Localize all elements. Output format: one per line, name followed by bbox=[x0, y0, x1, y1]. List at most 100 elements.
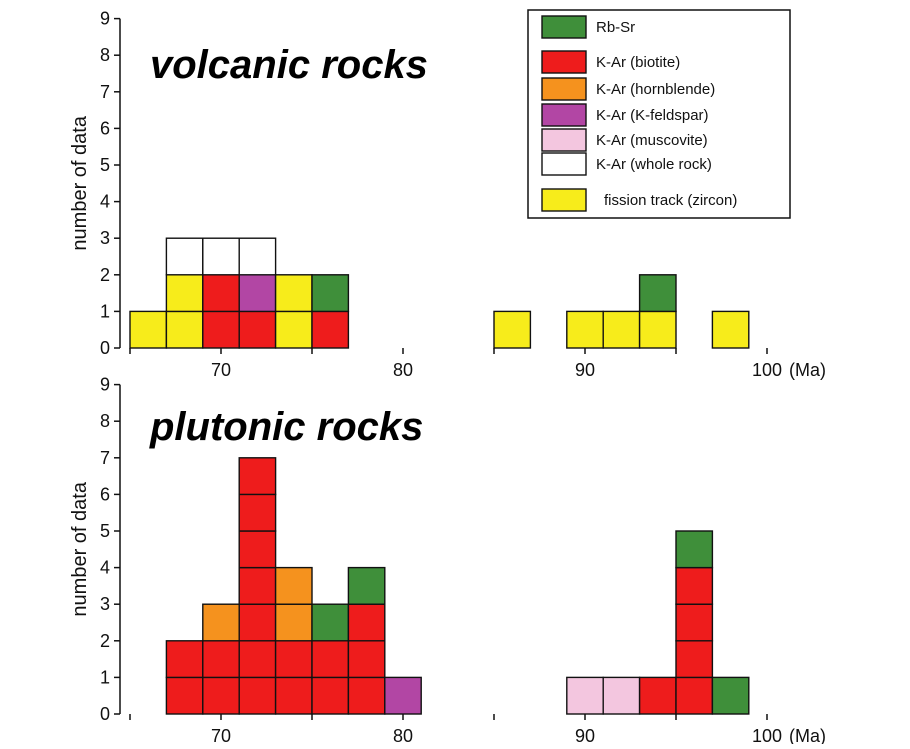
histogram-cell-k-ar-biotite bbox=[347, 603, 386, 642]
x-axis-unit-label: (Ma) bbox=[789, 726, 826, 744]
histogram-cell-k-ar-biotite bbox=[238, 603, 277, 642]
legend-swatch-k-ar-biotite bbox=[541, 50, 587, 74]
histogram-cell-k-ar-biotite bbox=[238, 457, 277, 496]
histogram-cell-rb-sr bbox=[311, 603, 350, 642]
histogram-cell-k-ar-kfeldspar bbox=[238, 274, 277, 313]
histogram-cell-k-ar-whole-rock bbox=[202, 237, 240, 276]
legend-label-k-ar-kfeldspar: K-Ar (K-feldspar) bbox=[596, 107, 709, 124]
volcanic-panel: 0 1 2 3 4 5 6 7 8 9 number of data 70 80 90 100 (Ma) vol… bbox=[69, 9, 826, 380]
histogram-cell-k-ar-biotite bbox=[202, 676, 240, 715]
y-tick-label: 9 bbox=[100, 375, 110, 395]
y-tick-label: 2 bbox=[100, 631, 110, 651]
x-tick-label: 70 bbox=[211, 360, 231, 380]
legend-swatch-rb-sr bbox=[541, 15, 587, 39]
histogram-cell-k-ar-kfeldspar bbox=[384, 676, 422, 715]
y-axis-title: number of data bbox=[69, 115, 91, 250]
histogram-cell-fission-track-zircon bbox=[165, 310, 204, 349]
legend-label-k-ar-biotite: K-Ar (biotite) bbox=[596, 54, 680, 71]
histogram-cell-k-ar-hornblende bbox=[274, 603, 313, 642]
legend-swatch-fission-track-zircon bbox=[541, 188, 587, 212]
legend-label-fission-track-zircon: fission track (zircon) bbox=[604, 192, 737, 209]
histogram-cell-k-ar-biotite bbox=[311, 676, 350, 715]
histogram-cell-rb-sr bbox=[347, 566, 386, 605]
y-tick-label: 0 bbox=[100, 338, 110, 358]
y-tick-label: 7 bbox=[100, 82, 110, 102]
histogram-cell-k-ar-muscovite bbox=[566, 676, 604, 715]
histogram-cell-k-ar-biotite bbox=[165, 640, 204, 679]
y-tick-label: 6 bbox=[100, 484, 110, 504]
histogram-cell-k-ar-biotite bbox=[311, 640, 350, 679]
histogram-cell-k-ar-biotite bbox=[675, 640, 714, 679]
histogram-cell-k-ar-biotite bbox=[347, 640, 386, 679]
histogram-cell-k-ar-biotite bbox=[675, 566, 714, 605]
histogram-cell-k-ar-biotite bbox=[238, 493, 277, 532]
histogram-cell-k-ar-biotite bbox=[311, 310, 350, 349]
y-tick-label: 5 bbox=[100, 521, 110, 541]
histogram-cell-k-ar-hornblende bbox=[202, 603, 240, 642]
histogram-cell-k-ar-biotite bbox=[238, 676, 277, 715]
histogram-cell-fission-track-zircon bbox=[129, 310, 168, 349]
histogram-cell-k-ar-biotite bbox=[274, 676, 313, 715]
histogram-cell-fission-track-zircon bbox=[165, 274, 204, 313]
histogram-cell-rb-sr bbox=[638, 274, 677, 313]
histogram-cell-k-ar-hornblende bbox=[274, 566, 313, 605]
legend-label-k-ar-whole-rock: K-Ar (whole rock) bbox=[596, 156, 712, 173]
x-tick-label: 100 bbox=[752, 726, 782, 744]
histogram-cell-k-ar-biotite bbox=[165, 676, 204, 715]
y-tick-label: 8 bbox=[100, 45, 110, 65]
histogram-cell-fission-track-zircon bbox=[274, 274, 313, 313]
histogram-cell-fission-track-zircon bbox=[602, 310, 641, 349]
y-tick-label: 8 bbox=[100, 411, 110, 431]
y-tick-label: 2 bbox=[100, 265, 110, 285]
histogram-cell-fission-track-zircon bbox=[274, 310, 313, 349]
histogram-cell-rb-sr bbox=[675, 530, 714, 569]
legend-label-k-ar-hornblende: K-Ar (hornblende) bbox=[596, 81, 715, 98]
y-tick-label: 6 bbox=[100, 118, 110, 138]
histogram-cell-k-ar-biotite bbox=[202, 274, 240, 313]
legend-swatch-k-ar-hornblende bbox=[541, 77, 587, 101]
y-tick-label: 4 bbox=[100, 558, 110, 578]
x-tick-label: 70 bbox=[211, 726, 231, 744]
legend-swatch-k-ar-kfeldspar bbox=[541, 103, 587, 127]
x-tick-label: 90 bbox=[575, 360, 595, 380]
y-axis-title: number of data bbox=[69, 481, 91, 616]
histogram-cell-k-ar-biotite bbox=[238, 310, 277, 349]
y-tick-label: 9 bbox=[100, 9, 110, 29]
y-tick-label: 1 bbox=[100, 301, 110, 321]
x-tick-label: 100 bbox=[752, 360, 782, 380]
histogram-cell-k-ar-whole-rock bbox=[238, 237, 277, 276]
histogram-cell-k-ar-biotite bbox=[202, 640, 240, 679]
y-tick-label: 0 bbox=[100, 704, 110, 724]
histogram-cell-k-ar-biotite bbox=[274, 640, 313, 679]
histogram-cell-k-ar-biotite bbox=[675, 603, 714, 642]
panel-title: plutonic rocks bbox=[149, 405, 423, 449]
legend-swatch-k-ar-muscovite bbox=[541, 128, 587, 152]
plutonic-panel: 0 1 2 3 4 5 6 7 8 9 number of data 70 80 90 100 (Ma) plu… bbox=[69, 375, 826, 746]
x-tick-label: 80 bbox=[393, 726, 413, 744]
x-axis-unit-label: (Ma) bbox=[789, 360, 826, 380]
y-tick-label: 1 bbox=[100, 667, 110, 687]
histogram-cell-k-ar-biotite bbox=[238, 566, 277, 605]
legend-swatch-k-ar-whole-rock bbox=[541, 152, 587, 176]
legend-label-k-ar-muscovite: K-Ar (muscovite) bbox=[596, 132, 708, 149]
histogram-cell-fission-track-zircon bbox=[493, 310, 532, 349]
histogram-cell-k-ar-biotite bbox=[638, 676, 677, 715]
histogram-cell-k-ar-whole-rock bbox=[165, 237, 204, 276]
histogram-cell-k-ar-biotite bbox=[238, 640, 277, 679]
histogram-cell-k-ar-biotite bbox=[238, 530, 277, 569]
legend: Rb-Sr K-Ar (biotite) K-Ar (hornblende) K-Ar… bbox=[527, 9, 791, 219]
histogram-cell-fission-track-zircon bbox=[638, 310, 677, 349]
y-tick-label: 7 bbox=[100, 448, 110, 468]
histogram-cell-fission-track-zircon bbox=[711, 310, 750, 349]
histogram-cell-rb-sr bbox=[311, 274, 350, 313]
y-tick-label: 3 bbox=[100, 228, 110, 248]
histogram-cell-fission-track-zircon bbox=[566, 310, 604, 349]
x-tick-label: 80 bbox=[393, 360, 413, 380]
histogram-cell-k-ar-biotite bbox=[347, 676, 386, 715]
panel-title: volcanic rocks bbox=[150, 43, 428, 87]
x-tick-label: 90 bbox=[575, 726, 595, 744]
histogram-cell-rb-sr bbox=[711, 676, 750, 715]
y-tick-label: 4 bbox=[100, 192, 110, 212]
